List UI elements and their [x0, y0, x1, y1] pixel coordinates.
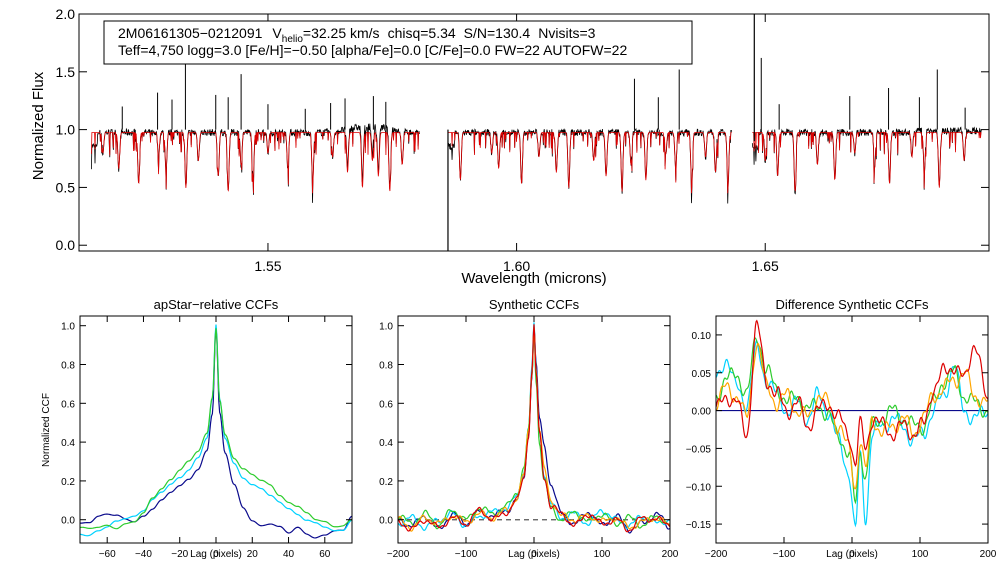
apstar-ccf-ytick-label: 0.6: [61, 399, 75, 410]
model-spectrum-line: [752, 131, 982, 192]
synthetic-ccf-ytick-label: 0.2: [379, 477, 393, 488]
difference-ccf-xlabel: Lag (pixels): [826, 549, 878, 560]
difference-ccf-data: [716, 319, 988, 528]
difference-ccf-ytick-label: 0.00: [692, 407, 712, 418]
apstar-ccf-xtick-label: 60: [319, 549, 331, 560]
synthetic-ccf-xlabel: Lag (pixels): [508, 549, 560, 560]
synthetic-ccf-data: [398, 322, 670, 534]
difference-ccf-xtick-label: −100: [773, 549, 796, 560]
synthetic-ccf-ytick-label: 1.0: [379, 322, 393, 333]
vhelio-prefix: V: [272, 25, 282, 41]
apstar-ccf-visit-2-line: [80, 324, 352, 537]
synthetic-ccf-xtick-label: 200: [662, 549, 679, 560]
apstar-ccf-visit-3-line: [80, 328, 352, 530]
synthetic-ccf-panel: Synthetic CCFs −200 −100 0 100 200 0.0 0.2 0.4 0…: [379, 297, 679, 560]
info-line-2: Teff=4,750 logg=3.0 [Fe/H]=−0.50 [alpha/…: [118, 42, 627, 58]
spectrum-frame: [78, 13, 990, 252]
apstar-ccf-xlabel: Lag (pixels): [190, 549, 242, 560]
difference-ccf-xtick-label: −200: [705, 549, 728, 560]
spectrum-panel: 1.55 1.60 1.65 0.0 0.5 1.0 1.5 2.0 2M06161305−0…: [30, 6, 990, 287]
synthetic-ccf-axes: −200 −100 0 100 200 0.0 0.2 0.4 0.6 0.8 1.0: [379, 316, 679, 560]
star-id: 2M06161305−0212091: [118, 25, 263, 41]
difference-ccf-ytick-label: −0.15: [686, 520, 712, 531]
synthetic-ccf-title: Synthetic CCFs: [489, 297, 580, 312]
apstar-ccf-ytick-label: 0.0: [61, 516, 75, 527]
info-line-1: 2M06161305−0212091 Vhelio=32.25 km/s chisq…: [118, 25, 596, 45]
synthetic-ccf-ytick-label: 0.0: [379, 516, 393, 527]
apstar-ccf-xtick-label: 0: [213, 549, 219, 560]
apstar-ccf-ytick-label: 0.8: [61, 361, 75, 372]
model-spectrum-line: [448, 131, 732, 194]
apstar-ccf-ytick-label: 0.2: [61, 477, 75, 488]
synthetic-ccf-ytick-label: 0.8: [379, 361, 393, 372]
spectrum-xlabel: Wavelength (microns): [461, 270, 606, 287]
synthetic-ccf-xtick-label: −100: [455, 549, 478, 560]
vhelio-value: =32.25 km/s: [303, 25, 380, 41]
spectrum-ytick-label: 0.0: [56, 237, 76, 253]
spectrum-ytick-label: 0.5: [56, 179, 76, 195]
apstar-ccf-xtick-label: 40: [283, 549, 295, 560]
synthetic-ccf-xtick-label: 0: [531, 549, 537, 560]
spectrum-xtick-label: 1.55: [254, 258, 281, 274]
difference-ccf-xtick-label: 200: [980, 549, 997, 560]
spectrum-ylabel: Normalized Flux: [30, 71, 47, 180]
apstar-ccf-xtick-label: −60: [99, 549, 116, 560]
difference-ccf-visit-4-line: [716, 342, 988, 490]
apstar-ccf-title: apStar−relative CCFs: [154, 297, 279, 312]
vhelio-sub: helio: [282, 34, 304, 45]
difference-ccf-xtick-label: 0: [849, 549, 855, 560]
difference-ccf-ytick-label: −0.10: [686, 482, 712, 493]
apstar-ccf-xtick-label: −40: [135, 549, 152, 560]
info-box: [103, 20, 693, 65]
spectrum-ytick-label: 2.0: [56, 6, 76, 22]
difference-ccf-axes: −200 −100 0 100 200 −0.15 −0.10 −0.05 0.00 0.05 0.…: [686, 316, 997, 560]
apstar-ccf-panel: apStar−relative CCFs −60 −40 −20 0 20 40 60 0.0…: [41, 297, 353, 560]
difference-ccf-ytick-label: 0.05: [692, 369, 712, 380]
apstar-ccf-ytick-label: 0.4: [61, 438, 75, 449]
apstar-ccf-axes: −60 −40 −20 0 20 40 60 0.0 0.2 0.4 0.6 0.8 1.0: [61, 316, 352, 560]
apstar-ccf-xtick-label: −20: [171, 549, 188, 560]
snr-value: S/N=130.4: [464, 25, 531, 41]
spectrum-xtick-label: 1.65: [752, 258, 779, 274]
apstar-ccf-data: [80, 324, 352, 539]
spectrum-xtick-label: 1.60: [503, 258, 530, 274]
synthetic-ccf-ytick-label: 0.4: [379, 438, 393, 449]
spectrum-data: [91, 14, 982, 251]
apstar-ccf-ylabel: Normalized CCF: [41, 393, 52, 467]
apstar-ccf-ytick-label: 1.0: [61, 322, 75, 333]
spectrum-ytick-label: 1.5: [56, 64, 76, 80]
synthetic-ccf-ytick-label: 0.6: [379, 399, 393, 410]
difference-ccf-visit-5-line: [716, 319, 988, 467]
spectrum-axes: 1.55 1.60 1.65 0.0 0.5 1.0 1.5 2.0: [56, 6, 989, 274]
difference-ccf-ytick-label: −0.05: [686, 444, 712, 455]
spectrum-ytick-label: 1.0: [56, 122, 76, 138]
synthetic-ccf-xtick-label: −200: [387, 549, 410, 560]
nvisits-value: Nvisits=3: [538, 25, 595, 41]
synthetic-ccf-xtick-label: 100: [594, 549, 611, 560]
synthetic-ccf-visit-5-line: [398, 324, 670, 533]
model-spectrum-line: [91, 131, 420, 194]
difference-ccf-title: Difference Synthetic CCFs: [776, 297, 929, 312]
difference-ccf-ytick-label: 0.10: [692, 331, 712, 342]
chisq-value: chisq=5.34: [388, 25, 456, 41]
apstar-ccf-xtick-label: 20: [247, 549, 259, 560]
difference-ccf-xtick-label: 100: [912, 549, 929, 560]
difference-ccf-panel: Difference Synthetic CCFs −200 −100 0 100 20…: [686, 297, 997, 560]
